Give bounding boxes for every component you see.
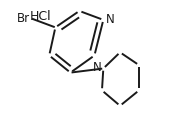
Text: Br: Br bbox=[17, 12, 30, 25]
Text: HCl: HCl bbox=[29, 10, 51, 23]
Text: N: N bbox=[105, 13, 114, 26]
Text: N: N bbox=[93, 61, 102, 74]
